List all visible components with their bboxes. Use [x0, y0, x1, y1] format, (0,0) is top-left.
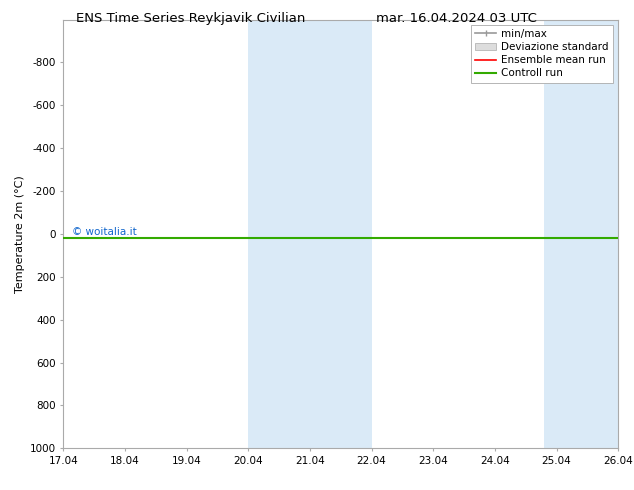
Legend: min/max, Deviazione standard, Ensemble mean run, Controll run: min/max, Deviazione standard, Ensemble m… — [471, 25, 613, 82]
Y-axis label: Temperature 2m (°C): Temperature 2m (°C) — [15, 175, 25, 293]
Bar — [544, 20, 618, 448]
Bar — [249, 20, 372, 448]
Text: © woitalia.it: © woitalia.it — [72, 227, 136, 237]
Text: mar. 16.04.2024 03 UTC: mar. 16.04.2024 03 UTC — [376, 12, 537, 25]
Text: ENS Time Series Reykjavik Civilian: ENS Time Series Reykjavik Civilian — [75, 12, 305, 25]
